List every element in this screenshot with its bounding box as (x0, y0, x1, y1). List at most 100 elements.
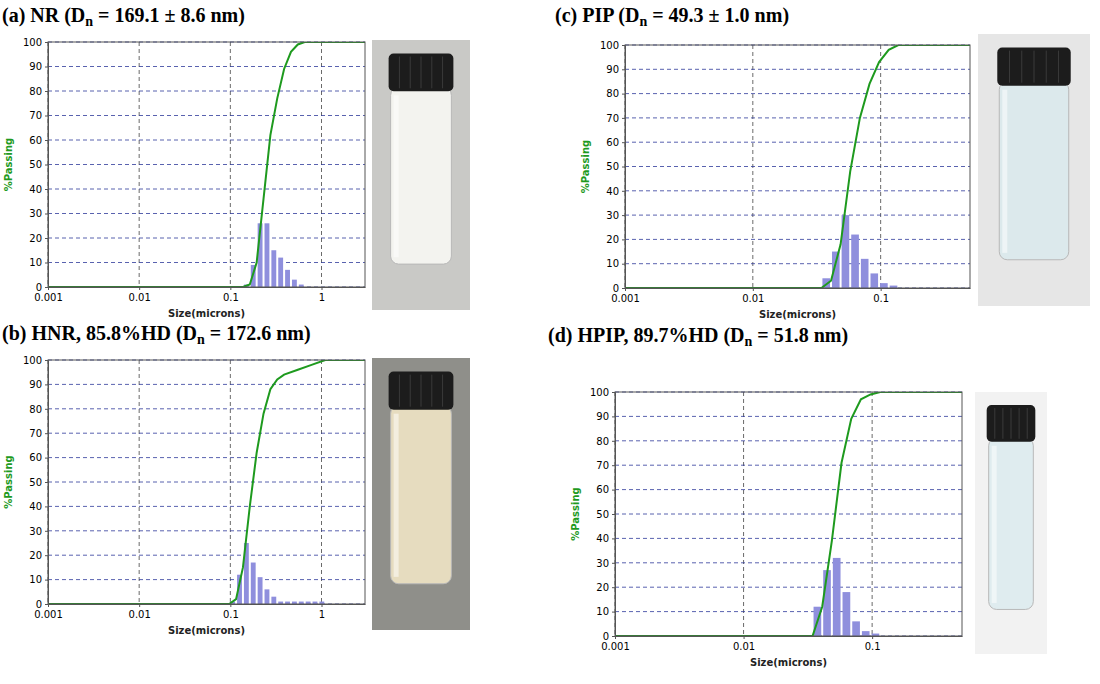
y-tick-mark (622, 118, 625, 119)
photo-background (372, 40, 470, 310)
x-tick-label: 0.001 (611, 293, 640, 304)
x-tick-mark (230, 287, 231, 290)
vial-body (989, 438, 1034, 610)
vial-photo (372, 40, 470, 310)
y-tick: 0 (613, 283, 625, 294)
grid-line-y (615, 538, 962, 539)
cap-ridge (431, 375, 432, 407)
y-tick: 80 (596, 436, 615, 447)
y-axis: 0102030405060708090100 (23, 355, 49, 610)
panel: 0.0010.010.10102030405060708090100 (590, 387, 963, 652)
y-axis: 0102030405060708090100 (23, 37, 49, 293)
y-tick-label: 80 (29, 404, 42, 415)
y-tick-mark (45, 482, 48, 483)
cumulative-line (625, 45, 970, 288)
y-tick-label: 40 (606, 186, 619, 197)
y-tick-label: 90 (29, 379, 42, 390)
panel: 0.0010.010.10102030405060708090100 (600, 40, 971, 304)
y-tick-label: 20 (29, 550, 42, 561)
y-tick-label: 70 (596, 460, 609, 471)
grid-line-y (48, 433, 365, 434)
histogram-bar (278, 258, 283, 287)
x-axis: 0.0010.010.1 (611, 288, 970, 304)
cap-ridge (399, 375, 400, 407)
cap-ridge (421, 375, 422, 407)
grid-line-y (48, 506, 365, 507)
grid-line-y (625, 69, 970, 70)
cap-ridge (442, 57, 443, 89)
y-tick-mark (622, 45, 625, 46)
x-tick-label: 0.01 (733, 641, 755, 652)
y-tick-label: 60 (29, 135, 42, 146)
grid-line-y (615, 611, 962, 612)
y-tick-mark (622, 142, 625, 143)
grid-line-y (48, 115, 365, 116)
cap-ridge (1027, 408, 1028, 439)
vial-body (391, 87, 452, 264)
figure: 0.0010.010.110102030405060708090100Size(… (0, 0, 1100, 684)
x-tick-mark (230, 604, 231, 607)
x-tick-label: 0.1 (223, 292, 239, 303)
y-tick-label: 40 (29, 501, 42, 512)
y-tick-mark (45, 409, 48, 410)
x-tick: 1 (319, 287, 325, 303)
x-tick: 0.1 (865, 636, 881, 652)
vial-highlight (1002, 90, 1007, 253)
x-axis-title: Size(microns) (168, 308, 245, 319)
y-tick-mark (45, 214, 48, 215)
y-axis-title: %Passing (580, 140, 591, 193)
grid-line-y (48, 555, 365, 556)
y-tick-mark (612, 612, 615, 613)
y-tick-mark (45, 140, 48, 141)
x-tick-label: 0.001 (601, 641, 630, 652)
histogram-bar (843, 592, 851, 636)
vial-cap (987, 405, 1036, 442)
y-tick-label: 80 (596, 436, 609, 447)
y-tick-mark (612, 490, 615, 491)
y-tick-mark (45, 67, 48, 68)
vial-highlight (394, 414, 399, 577)
x-tick-label: 0.01 (129, 609, 151, 620)
y-axis-line (48, 43, 49, 288)
y-axis-title: %Passing (3, 455, 14, 508)
y-tick-label: 60 (29, 452, 42, 463)
histogram-bar (251, 563, 256, 604)
x-tick-label: 1 (319, 292, 325, 303)
y-tick-mark (45, 360, 48, 361)
y-tick-label: 50 (29, 477, 42, 488)
y-tick-label: 20 (596, 582, 609, 593)
cumulative-line (615, 392, 962, 636)
vial-body (999, 82, 1068, 260)
plot-frame (48, 360, 365, 604)
y-axis: 0102030405060708090100 (600, 40, 626, 294)
y-axis-title: %Passing (570, 487, 581, 540)
y-tick: 60 (29, 452, 48, 463)
grid-line-y (615, 416, 962, 417)
y-tick: 50 (596, 509, 615, 520)
cap-ridge (1011, 408, 1012, 439)
y-tick-mark (622, 94, 625, 95)
plot-frame (615, 392, 962, 636)
histogram-bar (861, 259, 869, 288)
vial-cap (997, 48, 1070, 86)
grid-line-y (625, 166, 970, 167)
y-tick: 60 (596, 484, 615, 495)
x-tick-mark (322, 604, 323, 607)
x-tick-mark (139, 604, 140, 607)
y-tick: 20 (29, 233, 48, 244)
x-tick: 0.01 (742, 288, 764, 304)
y-tick-label: 0 (603, 631, 609, 642)
y-tick-label: 0 (36, 599, 42, 610)
y-tick-label: 100 (23, 37, 42, 48)
y-tick-label: 50 (606, 161, 619, 172)
grid-line-x (872, 392, 873, 636)
y-tick-mark (622, 264, 625, 265)
y-tick-label: 10 (596, 606, 609, 617)
y-tick-mark (622, 239, 625, 240)
y-tick-label: 40 (29, 184, 42, 195)
x-axis-title: Size(microns) (750, 657, 827, 668)
cap-ridge (1009, 51, 1010, 83)
cap-ridge (431, 57, 432, 89)
histogram-bar (292, 280, 297, 287)
y-tick-label: 30 (29, 208, 42, 219)
